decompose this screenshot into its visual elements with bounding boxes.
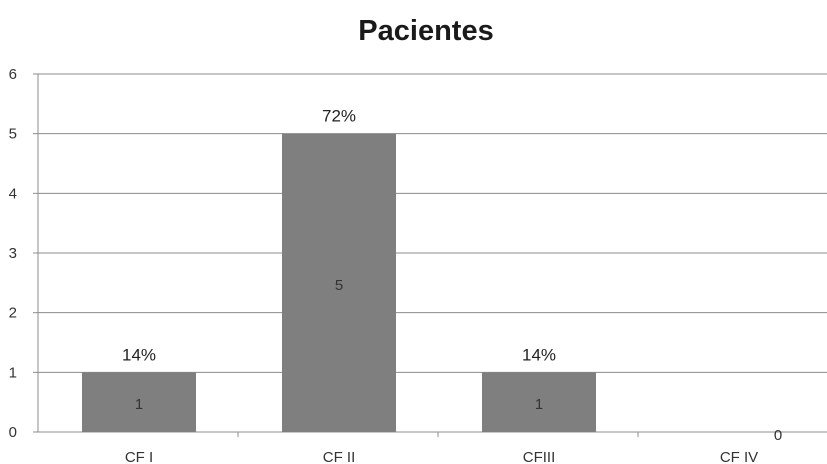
bar-value-label: 1 — [135, 396, 143, 413]
x-tick-label: CF IV — [720, 449, 758, 464]
y-tick-label: 2 — [9, 305, 17, 322]
y-tick-label: 4 — [9, 185, 17, 202]
bars — [82, 133, 596, 432]
y-tick-label: 1 — [9, 364, 17, 381]
tick-labels: 0 1 2 3 4 5 6 CF I CF II CFIII CF IV — [9, 66, 759, 464]
x-tick-label: CFIII — [523, 449, 556, 464]
bar-percent-label: 14% — [522, 345, 556, 364]
bar-percent-label: 14% — [122, 345, 156, 364]
x-tick-label: CF I — [125, 449, 153, 464]
bar-value-label: 0 — [774, 427, 782, 444]
bar-cf-i — [82, 372, 196, 432]
bar-value-label: 5 — [335, 277, 343, 294]
bar-value-label: 1 — [535, 396, 543, 413]
bar-cfiii — [482, 372, 596, 432]
bar-cf-ii — [282, 133, 396, 432]
x-tick-label: CF II — [323, 449, 356, 464]
bar-percent-label: 72% — [322, 107, 356, 126]
gridlines — [38, 73, 827, 373]
y-tick-label: 3 — [9, 245, 17, 262]
y-tick-label: 5 — [9, 126, 17, 143]
chart-title: Pacientes — [358, 15, 493, 47]
data-labels: 1 14% 5 72% 1 14% 0 — [122, 107, 782, 444]
y-tick-label: 0 — [9, 424, 17, 441]
y-tick-label: 6 — [9, 66, 17, 83]
